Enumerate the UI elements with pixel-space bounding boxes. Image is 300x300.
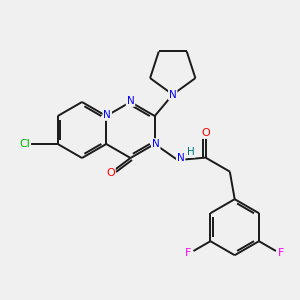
Text: F: F	[278, 248, 284, 258]
Text: O: O	[106, 168, 115, 178]
Text: H: H	[187, 147, 195, 157]
Text: N: N	[152, 139, 160, 149]
Text: N: N	[127, 96, 134, 106]
Text: F: F	[185, 248, 192, 258]
Text: N: N	[177, 153, 184, 163]
Text: O: O	[201, 128, 210, 138]
Text: Cl: Cl	[19, 139, 30, 149]
Text: N: N	[169, 90, 177, 100]
Text: N: N	[103, 110, 111, 120]
